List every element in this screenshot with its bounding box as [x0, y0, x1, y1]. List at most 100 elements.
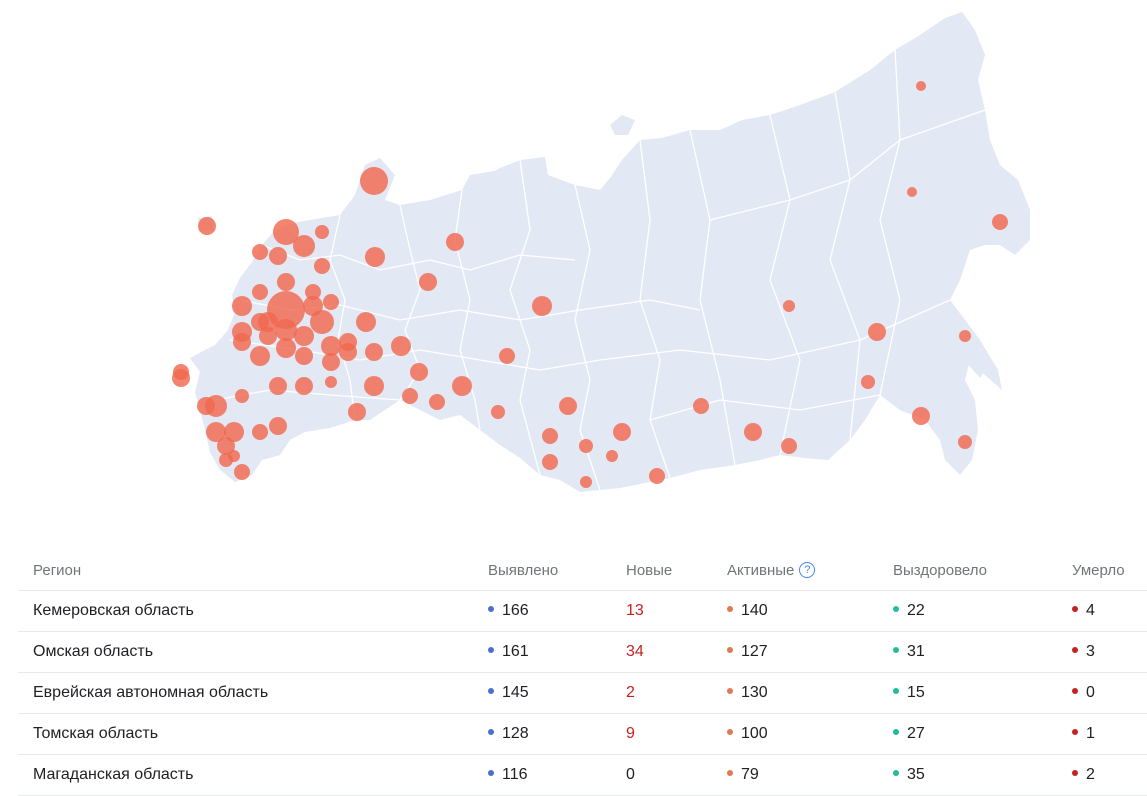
case-marker[interactable] — [273, 219, 299, 245]
case-marker[interactable] — [364, 376, 384, 396]
header-detected[interactable]: Выявлено — [488, 562, 559, 579]
case-marker[interactable] — [305, 284, 321, 300]
case-marker[interactable] — [861, 375, 875, 389]
case-marker[interactable] — [365, 247, 385, 267]
detected-cell: 161 — [488, 632, 529, 672]
case-marker[interactable] — [579, 439, 593, 453]
case-marker[interactable] — [446, 233, 464, 251]
case-marker[interactable] — [252, 424, 268, 440]
case-marker[interactable] — [277, 273, 295, 291]
case-marker[interactable] — [580, 476, 592, 488]
case-marker[interactable] — [649, 468, 665, 484]
case-marker[interactable] — [499, 348, 515, 364]
case-marker[interactable] — [491, 405, 505, 419]
recovered-value: 22 — [907, 602, 925, 619]
case-marker[interactable] — [217, 437, 235, 455]
case-marker[interactable] — [275, 319, 297, 341]
case-marker[interactable] — [269, 377, 287, 395]
case-marker[interactable] — [322, 353, 340, 371]
case-marker[interactable] — [868, 323, 886, 341]
case-marker[interactable] — [992, 214, 1008, 230]
case-marker[interactable] — [959, 330, 971, 342]
case-marker[interactable] — [559, 397, 577, 415]
header-new[interactable]: Новые — [626, 562, 673, 579]
case-marker[interactable] — [365, 343, 383, 361]
case-marker[interactable] — [339, 343, 357, 361]
case-marker[interactable] — [419, 273, 437, 291]
case-marker[interactable] — [916, 81, 926, 91]
case-marker[interactable] — [356, 312, 376, 332]
case-marker[interactable] — [542, 428, 558, 444]
active-value: 100 — [741, 725, 768, 742]
header-died[interactable]: Умерло — [1072, 562, 1125, 579]
case-marker[interactable] — [269, 247, 287, 265]
died-dot — [1072, 687, 1078, 694]
active-value: 127 — [741, 643, 768, 660]
case-marker[interactable] — [252, 244, 268, 260]
header-region[interactable]: Регион — [33, 562, 82, 579]
active-cell: 100 — [727, 714, 768, 754]
case-marker[interactable] — [250, 346, 270, 366]
case-marker[interactable] — [606, 450, 618, 462]
case-marker[interactable] — [360, 167, 388, 195]
help-icon[interactable]: ? — [799, 562, 816, 579]
case-marker[interactable] — [744, 423, 762, 441]
case-markers — [172, 81, 1008, 488]
header-recovered[interactable]: Выздоровело — [893, 562, 988, 579]
case-marker[interactable] — [912, 407, 930, 425]
case-marker[interactable] — [293, 235, 315, 257]
case-marker[interactable] — [295, 347, 313, 365]
header-active[interactable]: Активные? — [727, 552, 816, 590]
case-marker[interactable] — [310, 310, 334, 334]
table-row[interactable]: Томская область 128 9 100 27 1 — [18, 714, 1147, 755]
case-marker[interactable] — [429, 394, 445, 410]
case-marker[interactable] — [233, 333, 251, 351]
case-marker[interactable] — [613, 423, 631, 441]
case-marker[interactable] — [198, 217, 216, 235]
case-marker[interactable] — [532, 296, 552, 316]
case-marker[interactable] — [315, 225, 329, 239]
died-cell: 1 — [1072, 714, 1095, 754]
case-marker[interactable] — [314, 258, 330, 274]
died-dot — [1072, 769, 1078, 776]
case-marker[interactable] — [219, 453, 233, 467]
case-marker[interactable] — [958, 435, 972, 449]
case-marker[interactable] — [276, 338, 296, 358]
case-marker[interactable] — [269, 417, 287, 435]
case-marker[interactable] — [783, 300, 795, 312]
case-marker[interactable] — [781, 438, 797, 454]
table-row[interactable]: Омская область 161 34 127 31 3 — [18, 632, 1147, 673]
case-marker[interactable] — [391, 336, 411, 356]
table-row[interactable]: Еврейская автономная область 145 2 130 1… — [18, 673, 1147, 714]
case-marker[interactable] — [321, 336, 341, 356]
table-row[interactable]: Кемеровская область 166 13 140 22 4 — [18, 591, 1147, 632]
detected-cell: 116 — [488, 755, 528, 795]
case-marker[interactable] — [172, 369, 190, 387]
case-marker[interactable] — [259, 327, 277, 345]
case-marker[interactable] — [693, 398, 709, 414]
case-marker[interactable] — [402, 388, 418, 404]
died-value: 3 — [1086, 643, 1095, 660]
recovered-value: 31 — [907, 643, 925, 660]
table-row[interactable]: Магаданская область 116 0 79 35 2 — [18, 755, 1147, 796]
case-marker[interactable] — [206, 422, 226, 442]
case-marker[interactable] — [234, 464, 250, 480]
detected-cell: 145 — [488, 673, 529, 713]
case-marker[interactable] — [542, 454, 558, 470]
case-marker[interactable] — [224, 422, 244, 442]
case-marker[interactable] — [907, 187, 917, 197]
case-marker[interactable] — [251, 313, 269, 331]
case-marker[interactable] — [232, 296, 252, 316]
case-marker[interactable] — [294, 326, 314, 346]
recovered-dot — [893, 605, 899, 612]
case-marker[interactable] — [323, 294, 339, 310]
case-marker[interactable] — [197, 397, 215, 415]
case-marker[interactable] — [235, 389, 249, 403]
case-marker[interactable] — [348, 403, 366, 421]
case-marker[interactable] — [325, 376, 337, 388]
case-marker[interactable] — [295, 377, 313, 395]
active-cell: 127 — [727, 632, 768, 672]
case-marker[interactable] — [452, 376, 472, 396]
case-marker[interactable] — [410, 363, 428, 381]
case-marker[interactable] — [252, 284, 268, 300]
